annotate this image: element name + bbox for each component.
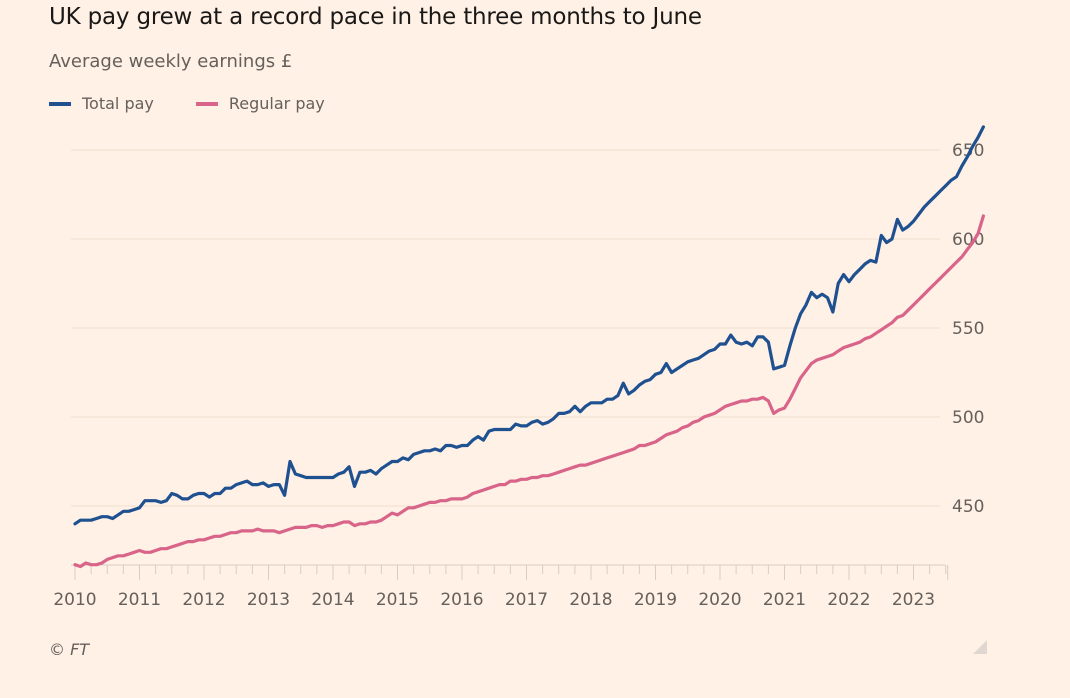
legend-swatch-regular-pay [195,101,218,106]
x-tick-label-2010: 2010 [53,590,96,610]
x-tick-label-2015: 2015 [376,590,419,610]
series-lines [73,125,986,569]
y-tick-label-500: 500 [952,408,984,428]
x-tick-label-2013: 2013 [247,590,290,610]
x-tick-label-2023: 2023 [892,590,935,610]
legend-label-regular-pay: Regular pay [228,94,325,113]
x-axis: 2010 2011 2012 2013 2014 2015 2016 2017 2018 2019… [53,564,949,610]
legend-label-total-pay: Total pay [82,94,154,113]
x-tick-label-2016: 2016 [440,590,483,610]
x-tick-label-2020: 2020 [698,590,741,610]
x-tick-label-2021: 2021 [763,590,806,610]
x-tick-label-2014: 2014 [311,590,354,610]
y-tick-label-550: 550 [952,319,984,339]
x-tick-label-2012: 2012 [182,590,225,610]
legend: Total pay Regular pay [49,94,367,113]
x-tick-label-2011: 2011 [118,590,161,610]
x-tick-label-2019: 2019 [634,590,677,610]
chart-title: UK pay grew at a record pace in the thre… [49,4,702,30]
x-tick-label-2022: 2022 [827,590,870,610]
resize-handle-icon[interactable] [973,640,987,654]
x-tick-label-2018: 2018 [569,590,612,610]
chart-subtitle: Average weekly earnings £ [49,51,293,72]
legend-swatch-total-pay [49,101,71,106]
legend-item-regular-pay: Regular pay [195,94,325,113]
y-tick-label-650: 650 [952,141,984,161]
source-credit: © FT [49,640,90,659]
gridlines [71,149,940,507]
series-line-total-pay [73,125,986,526]
series-line-regular-pay [73,214,986,569]
y-tick-label-450: 450 [952,497,984,517]
x-tick-label-2017: 2017 [505,590,548,610]
legend-item-total-pay: Total pay [49,94,154,113]
